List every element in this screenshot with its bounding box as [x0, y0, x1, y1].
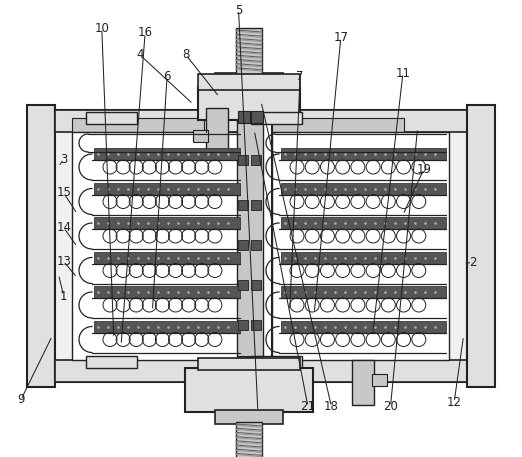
Bar	[238, 320, 248, 330]
Text: 5: 5	[235, 4, 242, 16]
Bar	[251, 356, 302, 368]
Bar	[55, 360, 250, 382]
Text: 2: 2	[469, 256, 476, 269]
Bar	[206, 108, 228, 153]
Bar	[272, 132, 449, 360]
Bar	[236, 28, 262, 74]
Bar	[72, 118, 204, 132]
Bar	[55, 110, 250, 132]
Bar	[238, 200, 248, 210]
Text: 15: 15	[56, 186, 71, 199]
Bar	[238, 240, 248, 250]
Bar	[198, 74, 300, 90]
Text: 16: 16	[138, 27, 152, 39]
Bar	[27, 105, 55, 387]
Text: 13: 13	[56, 255, 71, 268]
Bar	[237, 88, 263, 378]
Bar	[281, 320, 446, 333]
Bar	[238, 356, 250, 368]
Bar	[238, 155, 248, 165]
Bar	[281, 286, 446, 298]
Bar	[94, 286, 240, 298]
Bar	[55, 110, 250, 382]
Bar	[251, 280, 261, 290]
Bar	[281, 251, 446, 264]
Bar	[251, 112, 302, 124]
Bar	[185, 368, 313, 412]
Text: 18: 18	[324, 400, 339, 413]
Bar	[272, 360, 467, 382]
Text: 1: 1	[60, 290, 67, 303]
Text: 9: 9	[17, 393, 25, 406]
Bar	[94, 148, 240, 160]
Bar	[238, 111, 250, 123]
Text: 17: 17	[334, 31, 348, 44]
Bar	[467, 105, 495, 387]
Bar	[236, 422, 262, 457]
Bar	[352, 360, 374, 405]
Text: 14: 14	[56, 221, 71, 234]
Bar	[251, 240, 261, 250]
Bar	[94, 320, 240, 333]
Text: 21: 21	[301, 400, 315, 413]
Bar	[251, 111, 263, 123]
Bar	[193, 130, 208, 142]
Bar	[251, 320, 261, 330]
Text: 6: 6	[163, 70, 171, 83]
Bar	[251, 200, 261, 210]
Text: 4: 4	[136, 48, 144, 61]
Bar	[281, 148, 446, 160]
Bar	[281, 182, 446, 195]
Bar	[251, 356, 263, 368]
Bar	[272, 110, 467, 382]
Bar	[86, 112, 137, 124]
Text: 19: 19	[417, 163, 431, 175]
Text: 11: 11	[396, 67, 410, 80]
Bar	[72, 132, 249, 360]
Bar	[238, 280, 248, 290]
Bar	[94, 251, 240, 264]
Bar	[215, 410, 283, 424]
Text: 20: 20	[383, 400, 398, 413]
Bar	[281, 217, 446, 229]
Bar	[86, 356, 137, 368]
Bar	[272, 110, 467, 132]
Bar	[198, 358, 300, 370]
Bar	[198, 88, 300, 120]
Bar	[94, 182, 240, 195]
Bar	[94, 217, 240, 229]
Text: 12: 12	[447, 396, 461, 409]
Text: 8: 8	[182, 48, 189, 61]
Text: 7: 7	[296, 70, 304, 83]
Bar	[251, 155, 261, 165]
Text: 3: 3	[60, 153, 67, 165]
Bar	[215, 73, 283, 89]
Bar	[372, 374, 387, 386]
Text: 10: 10	[94, 22, 109, 35]
Bar	[272, 118, 404, 132]
